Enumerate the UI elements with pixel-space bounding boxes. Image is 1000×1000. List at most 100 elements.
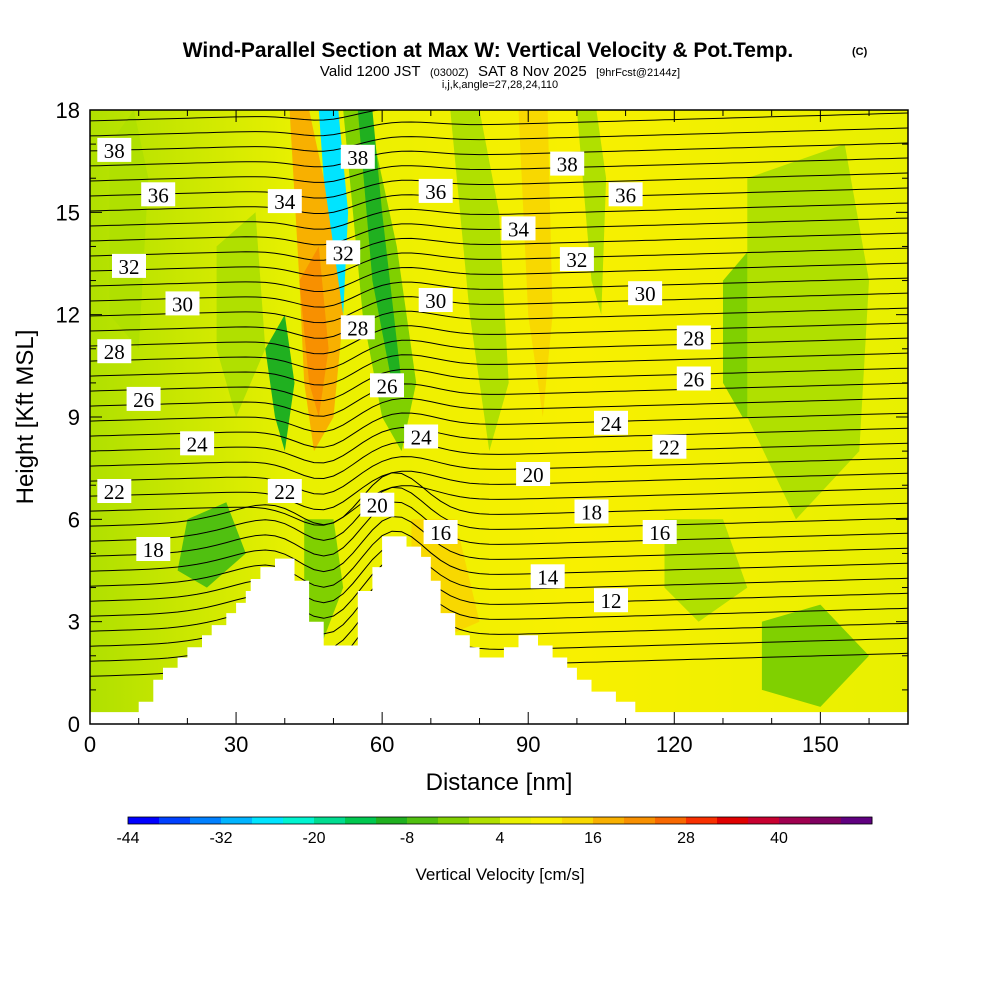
- chart-indices: i,j,k,angle=27,28,24,110: [442, 79, 558, 91]
- y-tick-label: 15: [56, 200, 80, 225]
- theta-label-box: [516, 462, 551, 486]
- subtitle-valid: Valid 1200 JST: [320, 63, 421, 80]
- theta-contour-line: [90, 485, 908, 526]
- theta-contour-line: [90, 262, 908, 293]
- theta-contour-line: [90, 247, 908, 277]
- theta-contour-line: [90, 367, 908, 402]
- velocity-region: [747, 144, 869, 520]
- theta-label: 24: [180, 431, 215, 456]
- theta-label-text: 32: [333, 241, 354, 265]
- colorbar-swatch: [748, 817, 780, 824]
- plot-area: 38 36 32 30 28 26 24 22 18 38 34 36 32 28 30 26 24 22 20 16…: [90, 110, 908, 724]
- theta-contour-line: [90, 545, 908, 604]
- colorbar-tick-label: -44: [116, 830, 139, 847]
- theta-label-box: [136, 537, 171, 561]
- theta-label: 36: [608, 182, 643, 207]
- theta-contour-line: [90, 456, 908, 495]
- theta-label-text: 32: [566, 248, 587, 272]
- theta-label-box: [97, 479, 132, 503]
- colorbar-swatch: [314, 817, 346, 824]
- colorbar-tick-label: -32: [209, 830, 232, 847]
- theta-label-text: 24: [187, 432, 209, 456]
- velocity-field: [109, 110, 869, 707]
- theta-label-text: 30: [425, 289, 446, 313]
- velocity-region: [450, 110, 509, 452]
- theta-contour-line: [90, 292, 908, 324]
- velocity-region: [109, 110, 149, 349]
- colorbar-swatch: [624, 817, 656, 824]
- theta-contour-line: [90, 322, 908, 355]
- theta-label-text: 38: [104, 139, 125, 163]
- theta-contour-line: [90, 217, 908, 246]
- colorbar-swatch: [283, 817, 315, 824]
- theta-label-box: [97, 137, 132, 162]
- y-tick-label: 9: [68, 405, 80, 430]
- theta-label-box: [550, 151, 585, 176]
- theta-label-box: [340, 315, 375, 340]
- theta-label-text: 30: [635, 282, 656, 306]
- theta-label: 22: [267, 479, 302, 504]
- theta-label: 16: [642, 520, 677, 545]
- theta-label: 34: [501, 216, 536, 241]
- colorbar-swatch: [593, 817, 625, 824]
- theta-label-box: [418, 178, 453, 203]
- theta-label-box: [418, 288, 453, 312]
- theta-label-text: 16: [430, 521, 451, 545]
- theta-label-text: 22: [104, 480, 125, 504]
- theta-label-text: 38: [347, 146, 368, 170]
- theta-label: 22: [652, 434, 687, 460]
- velocity-region: [265, 314, 295, 452]
- theta-label-box: [370, 373, 404, 398]
- theta-label: 24: [594, 410, 628, 436]
- theta-label: 32: [326, 240, 361, 265]
- theta-contour-line: [90, 110, 490, 122]
- colorbar-swatch: [531, 817, 563, 824]
- theta-label-text: 30: [172, 292, 193, 316]
- theta-label-box: [530, 564, 565, 589]
- theta-label-text: 36: [615, 183, 636, 207]
- colorbar-swatch: [500, 817, 532, 824]
- theta-label-text: 28: [347, 316, 368, 340]
- colorbar-swatch: [252, 817, 284, 824]
- velocity-region: [664, 519, 748, 622]
- colorbar-swatch: [190, 817, 222, 824]
- theta-label-box: [404, 424, 439, 449]
- theta-label-box: [267, 479, 302, 503]
- theta-contour-line: [90, 127, 908, 152]
- theta-label: 26: [676, 366, 711, 392]
- theta-label: 12: [594, 588, 628, 613]
- velocity-region: [518, 110, 553, 417]
- colorbar-tick-label: 28: [677, 830, 695, 847]
- theta-label-box: [676, 366, 711, 391]
- theta-label: 24: [404, 424, 439, 450]
- theta-contour-line: [90, 112, 908, 137]
- theta-label-box: [594, 410, 628, 435]
- theta-label-text: 36: [148, 183, 169, 207]
- theta-label-box: [423, 520, 458, 544]
- theta-contour-line: [90, 472, 908, 527]
- theta-label-text: 38: [557, 153, 578, 177]
- theta-contour-line: [90, 232, 908, 261]
- theta-label: 20: [360, 492, 395, 518]
- theta-label: 30: [418, 288, 453, 313]
- colorbar-swatch: [159, 817, 191, 824]
- colorbar-swatch: [562, 817, 594, 824]
- velocity-region: [216, 212, 266, 417]
- y-tick-label: 18: [56, 98, 80, 123]
- theta-label: 22: [97, 479, 132, 504]
- theta-label-text: 24: [601, 412, 623, 436]
- theta-label-box: [608, 182, 643, 207]
- theta-label: 18: [574, 499, 609, 525]
- colorbar: [127, 816, 873, 825]
- theta-contour-line: [90, 277, 908, 308]
- theta-label-text: 26: [683, 368, 704, 392]
- theta-contour-line: [90, 441, 908, 480]
- theta-contour-line: [90, 157, 908, 183]
- colorbar-swatch: [345, 817, 377, 824]
- y-tick-label: 0: [68, 712, 80, 737]
- theta-contour-line: [90, 559, 908, 619]
- theta-label-text: 34: [508, 217, 530, 241]
- colorbar-swatch: [779, 817, 811, 824]
- theta-label-text: 18: [581, 501, 602, 525]
